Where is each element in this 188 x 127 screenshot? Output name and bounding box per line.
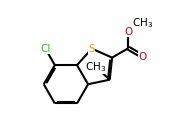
- Text: Cl: Cl: [40, 44, 51, 54]
- Text: S: S: [89, 44, 95, 54]
- Text: O: O: [124, 27, 133, 37]
- Text: CH$_3$: CH$_3$: [132, 16, 153, 30]
- Text: O: O: [139, 52, 147, 61]
- Text: CH$_3$: CH$_3$: [85, 60, 106, 74]
